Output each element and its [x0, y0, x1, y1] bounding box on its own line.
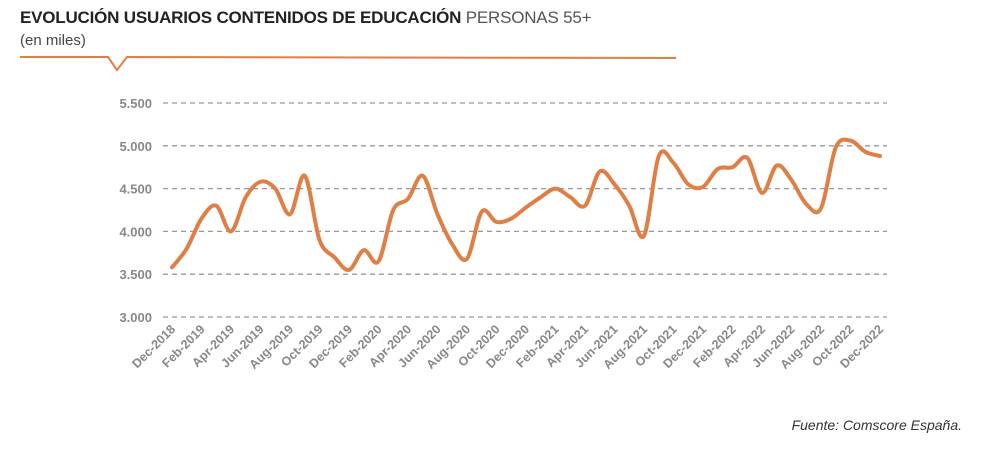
y-tick-label: 3.000	[119, 310, 152, 325]
series-line	[170, 137, 882, 272]
chart-title-secondary: PERSONAS 55+	[465, 8, 592, 27]
chart-unit-label: (en miles)	[20, 32, 86, 49]
chart-title-main: EVOLUCIÓN USUARIOS CONTENIDOS DE EDUCACI…	[20, 8, 462, 27]
y-tick-label: 5.000	[119, 139, 152, 154]
y-tick-label: 4.500	[119, 182, 152, 197]
y-tick-label: 5.500	[119, 96, 152, 111]
x-axis-ticks: Dec-2018Feb-2019Apr-2019Jun-2019Aug-2019…	[129, 322, 886, 372]
y-tick-label: 3.500	[119, 267, 152, 282]
title-underline	[20, 55, 677, 72]
y-axis-ticks: 3.000 3.500 4.000 4.500 5.000 5.500	[119, 96, 152, 325]
source-note: Fuente: Comscore España.	[791, 417, 962, 433]
chart-title: EVOLUCIÓN USUARIOS CONTENIDOS DE EDUCACI…	[20, 8, 592, 28]
y-tick-label: 4.000	[119, 224, 152, 239]
